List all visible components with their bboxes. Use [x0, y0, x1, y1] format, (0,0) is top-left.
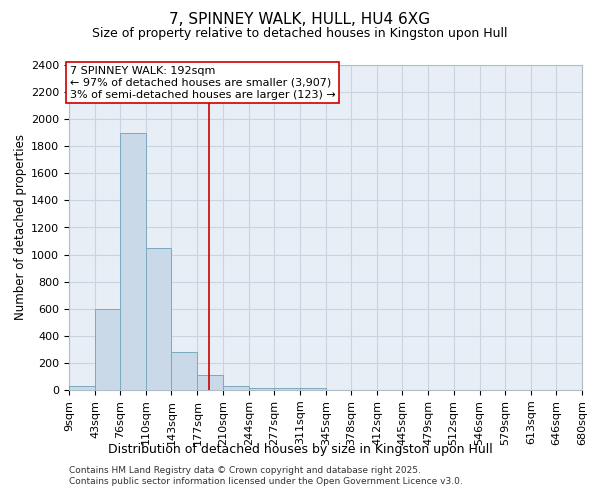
Text: Contains HM Land Registry data © Crown copyright and database right 2025.: Contains HM Land Registry data © Crown c… — [69, 466, 421, 475]
Bar — [120, 132, 146, 390]
Text: 7, SPINNEY WALK, HULL, HU4 6XG: 7, SPINNEY WALK, HULL, HU4 6XG — [169, 12, 431, 28]
Bar — [146, 248, 172, 390]
Y-axis label: Number of detached properties: Number of detached properties — [14, 134, 27, 320]
Bar — [69, 386, 95, 390]
Bar — [172, 352, 197, 390]
Bar — [248, 388, 274, 390]
Text: 7 SPINNEY WALK: 192sqm
← 97% of detached houses are smaller (3,907)
3% of semi-d: 7 SPINNEY WALK: 192sqm ← 97% of detached… — [70, 66, 335, 100]
Bar — [223, 386, 248, 390]
Text: Distribution of detached houses by size in Kingston upon Hull: Distribution of detached houses by size … — [107, 442, 493, 456]
Bar — [300, 388, 326, 390]
Bar — [197, 375, 223, 390]
Text: Contains public sector information licensed under the Open Government Licence v3: Contains public sector information licen… — [69, 478, 463, 486]
Text: Size of property relative to detached houses in Kingston upon Hull: Size of property relative to detached ho… — [92, 28, 508, 40]
Bar — [95, 308, 120, 390]
Bar — [274, 388, 300, 390]
